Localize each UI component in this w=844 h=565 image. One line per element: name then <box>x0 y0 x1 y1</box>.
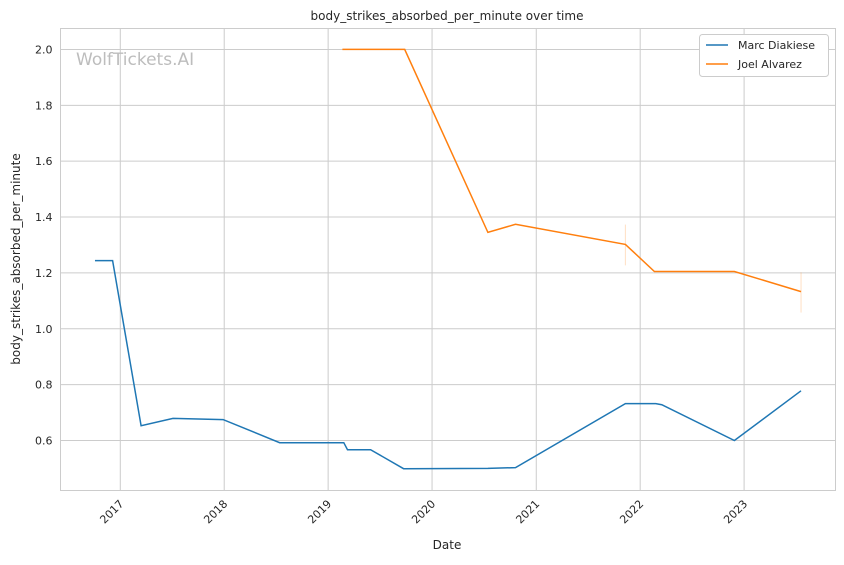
x-tick-label: 2017 <box>97 497 126 526</box>
y-tick-label: 1.0 <box>35 323 53 336</box>
y-tick-label: 2.0 <box>35 43 53 56</box>
legend: Marc Diakiese Joel Alvarez <box>700 35 829 77</box>
x-tick-label: 2023 <box>721 497 750 526</box>
x-tick-label: 2018 <box>201 497 230 526</box>
y-tick-label: 1.2 <box>35 267 53 280</box>
legend-label-joel-alvarez: Joel Alvarez <box>737 58 802 71</box>
x-tick-label: 2021 <box>513 497 542 526</box>
legend-label-marc-diakiese: Marc Diakiese <box>738 39 815 52</box>
y-tick-label: 1.8 <box>35 99 53 112</box>
x-tick-label: 2020 <box>409 497 438 526</box>
y-ticks: 0.6 0.8 1.0 1.2 1.4 1.6 1.8 2.0 <box>35 43 53 447</box>
plot-area <box>61 29 836 491</box>
y-tick-label: 0.8 <box>35 379 53 392</box>
watermark: WolfTickets.AI <box>76 50 194 70</box>
chart-title: body_strikes_absorbed_per_minute over ti… <box>311 9 584 23</box>
x-tick-label: 2022 <box>617 497 646 526</box>
x-ticks: 2017 2018 2019 2020 2021 2022 2023 <box>97 497 750 526</box>
y-tick-label: 1.6 <box>35 155 53 168</box>
y-axis-label: body_strikes_absorbed_per_minute <box>9 153 23 364</box>
y-tick-label: 1.4 <box>35 211 53 224</box>
y-tick-label: 0.6 <box>35 435 53 448</box>
x-axis-label: Date <box>433 538 462 552</box>
x-tick-label: 2019 <box>305 497 334 526</box>
